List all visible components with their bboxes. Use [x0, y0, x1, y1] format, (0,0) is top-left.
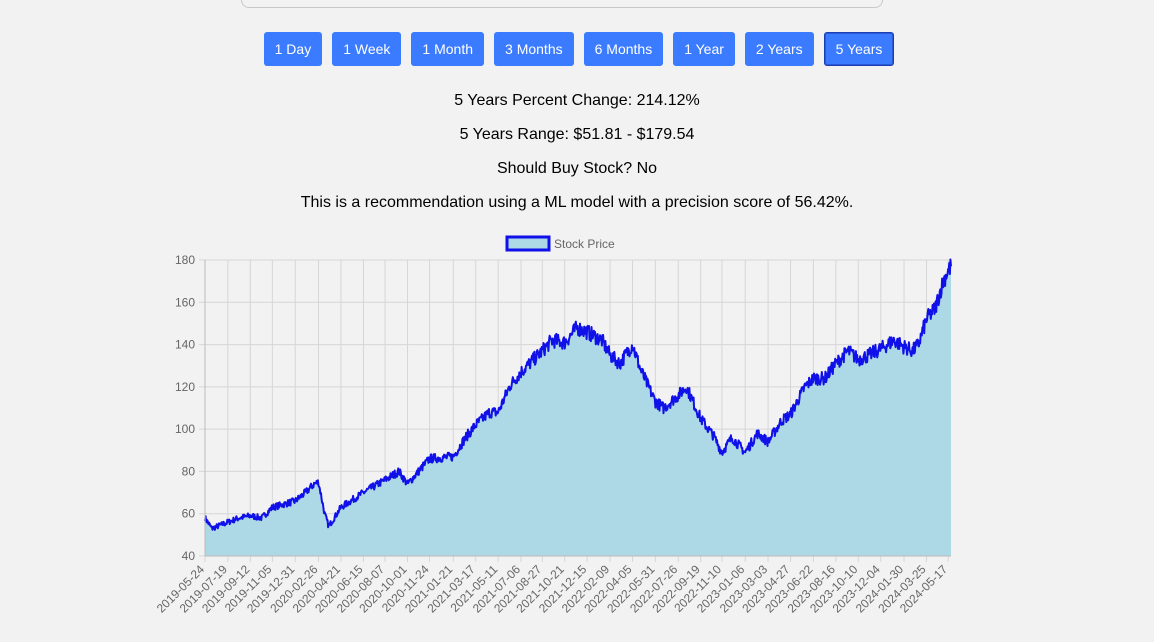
range-button-6-months[interactable]: 6 Months [583, 32, 664, 66]
range-button-3-months[interactable]: 3 Months [494, 32, 574, 66]
y-tick-label: 140 [175, 338, 195, 352]
y-tick-label: 120 [175, 380, 195, 394]
y-tick-label: 180 [175, 253, 195, 267]
search-input[interactable] [241, 0, 883, 8]
legend-label: Stock Price [554, 237, 615, 251]
y-tick-label: 80 [182, 464, 196, 478]
legend-swatch [505, 235, 551, 252]
time-range-selector: 1 Day 1 Week 1 Month 3 Months 6 Months 1… [0, 32, 1154, 66]
range-button-2-years[interactable]: 2 Years [744, 32, 814, 66]
stock-price-chart: 4060801001201401601802019-05-242019-07-1… [154, 235, 952, 616]
range-button-5-years[interactable]: 5 Years [823, 32, 895, 66]
price-line [204, 258, 952, 531]
range-button-1-day[interactable]: 1 Day [263, 32, 323, 66]
range-button-1-month[interactable]: 1 Month [411, 32, 485, 66]
price-range-text: 5 Years Range: $51.81 - $179.54 [459, 126, 695, 143]
range-button-1-week[interactable]: 1 Week [332, 32, 402, 66]
y-tick-label: 100 [175, 422, 195, 436]
should-buy-text: Should Buy Stock? No [496, 160, 658, 177]
price-area-fill [205, 259, 951, 556]
y-tick-label: 40 [182, 549, 196, 563]
percent-change-text: 5 Years Percent Change: 214.12% [454, 92, 700, 109]
y-tick-label: 160 [175, 295, 195, 309]
recommendation-text: This is a recommendation using a ML mode… [300, 194, 854, 211]
range-button-1-year[interactable]: 1 Year [673, 32, 735, 66]
y-tick-label: 60 [182, 507, 196, 521]
